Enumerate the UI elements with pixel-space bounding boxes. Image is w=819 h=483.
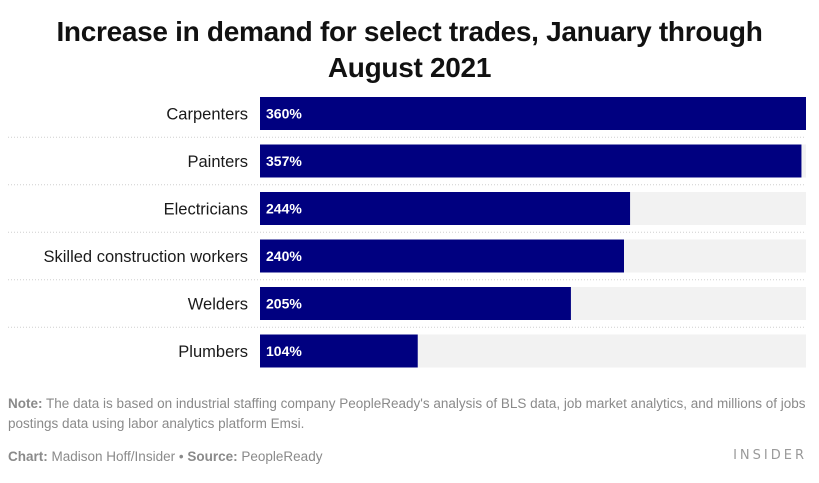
data-label: 357% (266, 153, 302, 169)
chart-credit-label: Chart: (8, 449, 48, 464)
data-label: 244% (266, 201, 302, 217)
bar (260, 97, 806, 130)
credit-separator: • (178, 449, 184, 464)
category-label: Plumbers (178, 343, 248, 361)
source-label: Source: (187, 449, 238, 464)
chart-title: Increase in demand for select trades, Ja… (56, 16, 763, 83)
note-label: Note: (8, 396, 43, 411)
chart-credit: Chart: Madison Hoff/Insider • Source: Pe… (8, 447, 322, 467)
data-label: 205% (266, 296, 302, 312)
insider-logo: INSIDER (733, 448, 807, 463)
data-label: 360% (266, 106, 302, 122)
bar (260, 239, 624, 273)
bar (260, 192, 631, 225)
data-label: 104% (266, 343, 302, 359)
chart-note: Note: The data is based on industrial st… (8, 394, 808, 434)
category-label: Skilled construction workers (44, 248, 249, 266)
data-label: 240% (266, 248, 302, 264)
note-text: The data is based on industrial staffing… (8, 396, 806, 431)
category-label: Welders (188, 296, 248, 314)
category-label: Painters (187, 153, 248, 171)
category-label: Electricians (164, 201, 248, 219)
bar (260, 144, 802, 178)
bar (260, 287, 571, 320)
chart-credit-text: Madison Hoff/Insider (51, 449, 176, 464)
source-text: PeopleReady (241, 449, 323, 464)
bar (260, 334, 418, 368)
category-label: Carpenters (166, 106, 248, 124)
